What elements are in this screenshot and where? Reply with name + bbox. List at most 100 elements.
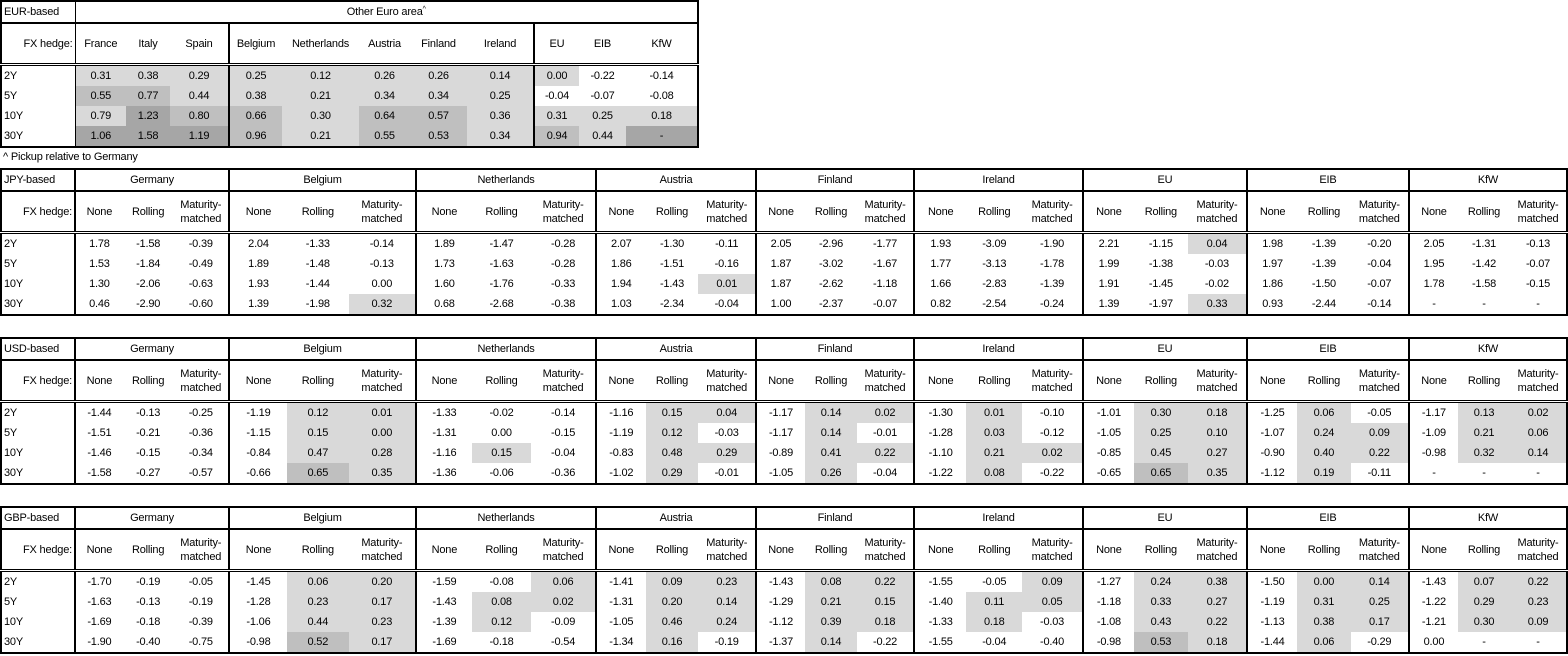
sub-column-header: Maturity-matched: [1187, 360, 1247, 403]
group-header: Germany: [74, 338, 229, 361]
value-cell: 0.13: [1457, 401, 1511, 423]
sub-column-header: None: [595, 529, 646, 572]
group-header: Ireland: [913, 169, 1083, 192]
value-cell: 0.30: [1457, 612, 1511, 632]
value-cell: 0.08: [804, 570, 858, 592]
value-cell: -1.39: [1311, 238, 1336, 250]
tenor-label: 2Y: [1, 401, 76, 423]
value-cell: 0.12: [282, 64, 359, 86]
value-cell: -0.89: [755, 443, 805, 463]
value-cell: -0.04: [714, 298, 739, 310]
value-cell: 0.21: [966, 443, 1023, 463]
value-cell: 0.23: [348, 612, 416, 632]
value-cell: -0.66: [227, 463, 287, 484]
group-header: EIB: [1245, 169, 1409, 192]
value-cell: -0.28: [551, 238, 576, 250]
value-cell: -0.03: [1040, 616, 1065, 628]
value-cell: 0.35: [1187, 463, 1247, 484]
value-cell: 1.19: [170, 126, 229, 147]
value-cell: -2.96: [818, 238, 844, 250]
value-cell: -0.03: [714, 427, 739, 439]
sub-column-header: Rolling: [471, 191, 532, 234]
value-cell: 0.02: [531, 592, 596, 612]
value-cell: 0.24: [698, 612, 756, 632]
value-cell: 0.94: [533, 126, 579, 147]
sub-column-header: None: [227, 191, 287, 234]
value-cell: -0.13: [369, 258, 394, 270]
value-cell: -1.17: [1407, 401, 1458, 423]
column-header: Spain: [170, 23, 229, 66]
value-cell: -0.21: [136, 427, 161, 439]
value-cell: 0.17: [348, 632, 416, 653]
value-cell: 0.01: [698, 274, 756, 294]
sub-column-header: Maturity-matched: [531, 529, 596, 572]
value-cell: -1.58: [136, 238, 161, 250]
value-cell: 0.00: [371, 278, 393, 290]
table-corner-label: EUR-based: [1, 1, 76, 24]
value-cell: -1.67: [873, 258, 898, 270]
group-header: Germany: [74, 507, 229, 530]
value-cell: -0.07: [1367, 278, 1392, 290]
value-cell: -0.18: [136, 616, 161, 628]
value-cell: -1.47: [489, 238, 514, 250]
sub-column-header: Maturity-matched: [348, 360, 416, 403]
value-cell: -0.36: [551, 467, 576, 479]
value-cell: -0.09: [551, 616, 576, 628]
value-cell: -2.68: [489, 298, 514, 310]
value-cell: 1.30: [74, 274, 123, 294]
sub-column-header: Maturity-matched: [1187, 191, 1247, 234]
group-header: KfW: [1407, 338, 1567, 361]
value-cell: 0.41: [804, 443, 858, 463]
value-cell: 0.12: [471, 612, 532, 632]
column-header: Netherlands: [282, 23, 359, 66]
sub-column-header: None: [912, 529, 967, 572]
sub-column-header: Rolling: [286, 529, 349, 572]
value-cell: 0.31: [1297, 592, 1351, 612]
value-cell: 0.29: [645, 463, 699, 484]
group-header: KfW: [1407, 507, 1567, 530]
sub-column-header: None: [755, 360, 805, 403]
sub-column-header: None: [912, 360, 967, 403]
value-cell: 0.14: [1510, 443, 1567, 463]
tenor-label: 5Y: [1, 86, 76, 106]
value-cell: -1.17: [755, 401, 805, 423]
value-cell: -0.65: [1081, 463, 1134, 484]
value-cell: -0.14: [369, 238, 394, 250]
value-cell: 0.57: [410, 106, 467, 126]
sub-column-header: Maturity-matched: [173, 360, 229, 403]
value-cell: -1.50: [1311, 278, 1336, 290]
group-header: Ireland: [913, 507, 1083, 530]
sub-column-header: Rolling: [645, 191, 699, 234]
value-cell: -0.08: [489, 576, 514, 588]
value-cell: 1.00: [755, 294, 805, 315]
sub-column-header: Rolling: [966, 360, 1023, 403]
table-row: 10Y 0.79 1.23 0.80 0.66 0.30 0.64 0.57 0.36 0.31 0…: [1, 106, 699, 126]
value-cell: 0.21: [282, 126, 359, 147]
value-cell: 0.22: [1187, 612, 1247, 632]
value-cell: 0.12: [286, 401, 349, 423]
table-row: 30Y -1.58 -0.27 -0.57 -0.66 0.65 0.35 -1.36 -0.0…: [1, 463, 1567, 484]
value-cell: -0.40: [1040, 636, 1065, 648]
sub-column-header: Rolling: [471, 360, 532, 403]
table-row: 5Y -1.63 -0.13 -0.19 -1.28 0.23 0.17 -1.43 0.08 0…: [1, 592, 1567, 612]
value-cell: 0.66: [228, 106, 282, 126]
value-cell: 0.44: [286, 612, 349, 632]
sub-column-header: Maturity-matched: [173, 529, 229, 572]
sub-column-header: None: [1081, 191, 1134, 234]
value-cell: 0.07: [1457, 570, 1511, 592]
value-cell: -: [1536, 467, 1540, 479]
tenor-label: 30Y: [1, 463, 76, 484]
value-cell: 0.38: [228, 86, 282, 106]
value-cell: -1.44: [1245, 632, 1298, 653]
value-cell: 0.46: [645, 612, 699, 632]
sub-column-header: None: [1407, 191, 1458, 234]
value-cell: -1.16: [415, 443, 472, 463]
value-cell: 0.06: [286, 570, 349, 592]
value-cell: 1.78: [74, 232, 123, 254]
value-cell: -0.04: [551, 447, 576, 459]
value-cell: -2.06: [136, 278, 161, 290]
table-row: 5Y -1.51 -0.21 -0.36 -1.15 0.15 0.00 -1.31 0.00-…: [1, 423, 1567, 443]
value-cell: -0.49: [188, 258, 213, 270]
value-cell: 1.03: [595, 294, 646, 315]
value-cell: -1.78: [1040, 258, 1065, 270]
